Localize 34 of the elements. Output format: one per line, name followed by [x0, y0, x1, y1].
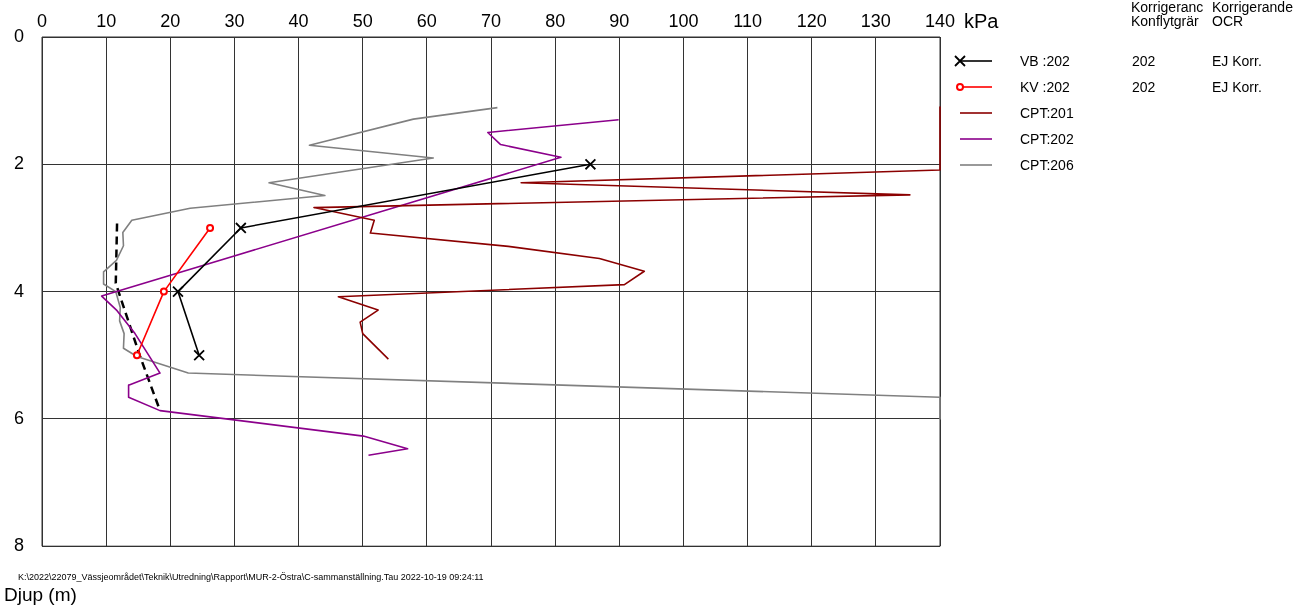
text: 202	[1132, 79, 1157, 95]
y-tick-label: 4	[13, 280, 24, 301]
text: EJ Korr.	[1212, 79, 1262, 95]
text: EJ Korr.	[1212, 53, 1262, 69]
x-tick-label: 20	[160, 11, 181, 32]
x-tick-label: 110	[733, 11, 762, 32]
x-tick-label: 60	[416, 11, 437, 32]
x-tick-label: 120	[796, 11, 827, 32]
x-tick-label: 140	[924, 11, 956, 32]
x-tick-label: 70	[480, 11, 502, 32]
x-axis-title: kPa	[964, 10, 999, 33]
x-tick-label: 10	[96, 11, 117, 32]
y-tick-label: 0	[13, 25, 24, 46]
x-tick-label: 100	[668, 11, 699, 32]
y-tick-label: 6	[13, 407, 24, 428]
x-tick-label: 0	[36, 11, 48, 32]
x-tick-label: 130	[860, 11, 891, 32]
text: K:\2022\22079_Vässjeområdet\Teknik\Utredning\Rapport\MUR-2-Östra\C-sammanställning.Tau 2022-10-19 09:24:11	[18, 572, 484, 582]
text: Korrigerande OCR	[1212, 0, 1293, 29]
legend-label: CPT:202	[1020, 131, 1075, 147]
x-tick-label: 30	[224, 11, 245, 32]
legend-label: KV :202	[1020, 79, 1071, 95]
x-tick-label: 80	[545, 11, 566, 32]
legend-label: CPT:201	[1020, 105, 1075, 121]
x-tick-label: 90	[609, 11, 630, 32]
y-tick-label: 8	[13, 535, 24, 556]
legend-label: CPT:206	[1020, 157, 1075, 173]
text: 202	[1132, 53, 1157, 69]
legend-label: VB :202	[1020, 53, 1071, 69]
x-tick-label: 50	[352, 11, 373, 32]
text: Korrigeranc Konflytgrär	[1131, 0, 1205, 29]
x-tick-label: 40	[288, 11, 309, 32]
y-axis-title: Djup (m)	[4, 584, 77, 606]
y-tick-label: 2	[13, 153, 24, 174]
